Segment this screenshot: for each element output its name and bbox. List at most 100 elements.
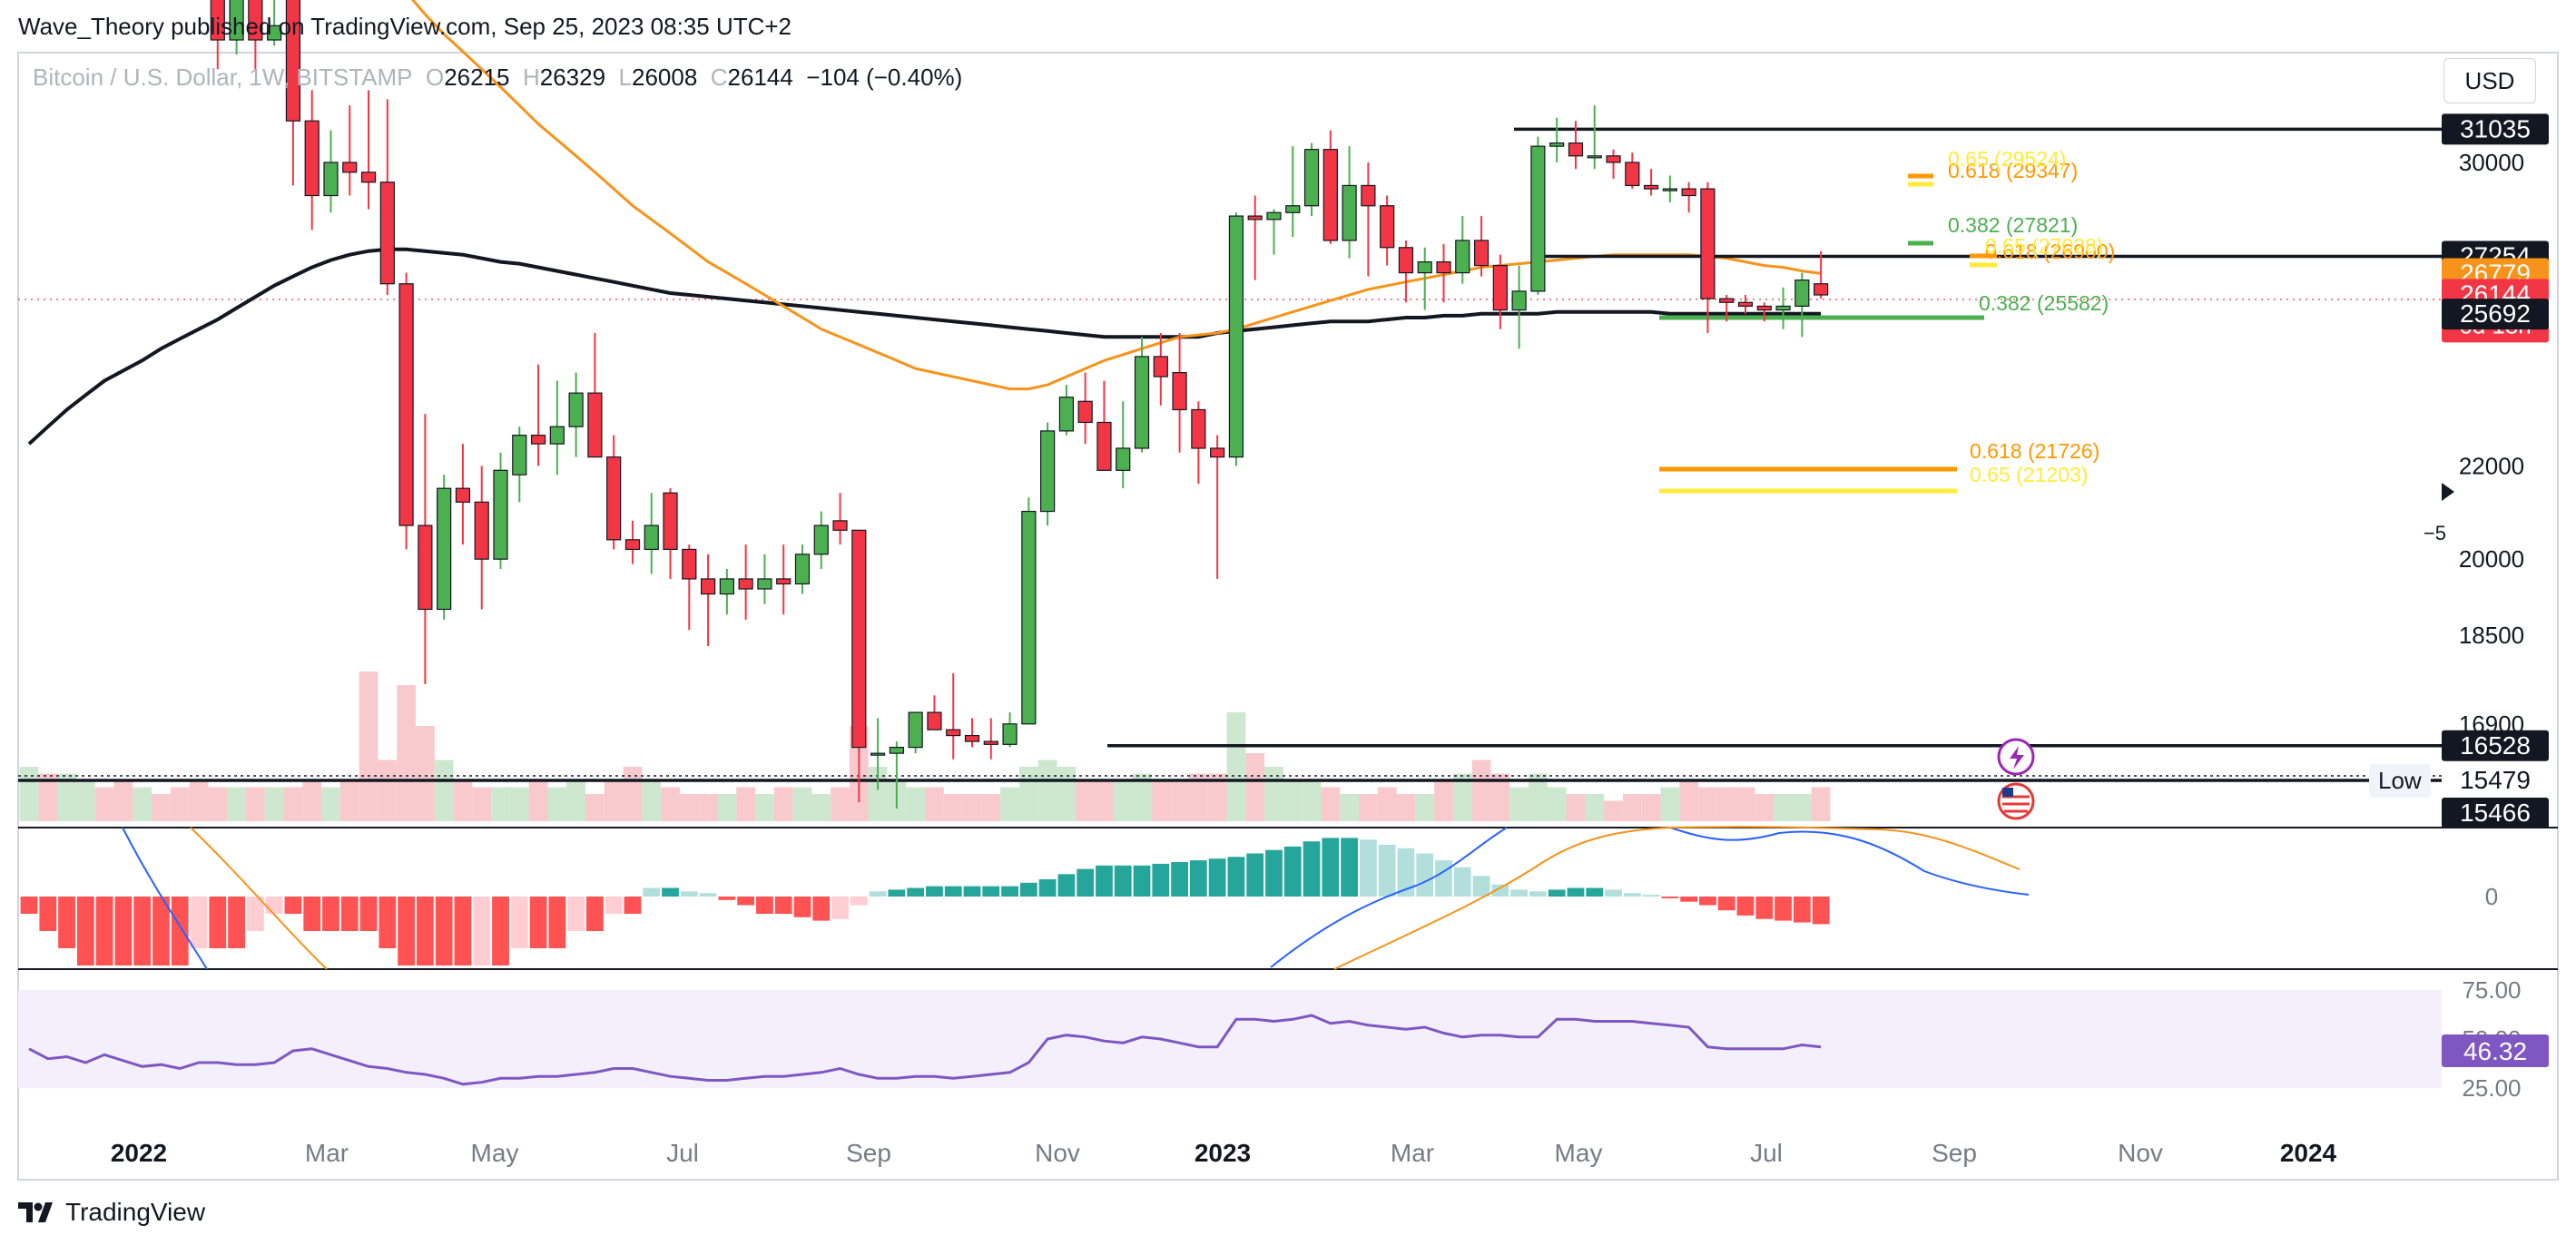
candle[interactable] xyxy=(1361,162,1376,277)
candle[interactable] xyxy=(1266,209,1282,255)
candle[interactable] xyxy=(1380,195,1395,266)
candle[interactable] xyxy=(587,332,603,458)
candle[interactable] xyxy=(1625,152,1640,190)
candle[interactable] xyxy=(1606,149,1621,180)
price-label-31035[interactable]: 31035 xyxy=(2442,113,2549,145)
candle[interactable] xyxy=(1417,247,1432,310)
candle[interactable] xyxy=(851,529,867,803)
candle[interactable] xyxy=(398,272,414,550)
candle[interactable] xyxy=(1172,332,1187,453)
candle[interactable] xyxy=(1643,169,1659,196)
price-label-15466[interactable]: 15466 xyxy=(2442,798,2549,828)
candle[interactable] xyxy=(1096,380,1112,471)
candle[interactable] xyxy=(379,99,395,296)
candle[interactable] xyxy=(568,372,584,457)
scroll-arrow-icon[interactable] xyxy=(2442,483,2454,501)
candle[interactable] xyxy=(624,520,641,564)
symbol-legend[interactable]: Bitcoin / U.S. Dollar, 1W, BITSTAMP O262… xyxy=(33,64,962,92)
candle[interactable] xyxy=(1681,181,1696,213)
candle[interactable] xyxy=(1303,142,1320,217)
candle[interactable] xyxy=(889,741,904,809)
candle[interactable] xyxy=(304,90,320,230)
rsi-current-label[interactable]: 46.32 xyxy=(2442,1034,2549,1067)
candle[interactable] xyxy=(738,544,753,620)
candle[interactable] xyxy=(1775,287,1791,329)
candle[interactable] xyxy=(682,544,697,631)
candlestick-series[interactable] xyxy=(23,0,1829,809)
candle[interactable] xyxy=(323,130,339,213)
candle[interactable] xyxy=(1473,216,1490,277)
price-label-25692[interactable]: 25692 xyxy=(2442,299,2549,330)
candle[interactable] xyxy=(794,544,811,594)
candle[interactable] xyxy=(832,493,848,545)
candle[interactable] xyxy=(1737,295,1754,314)
candle[interactable] xyxy=(983,718,998,760)
candle[interactable] xyxy=(644,493,659,574)
candle[interactable] xyxy=(870,718,886,790)
candle[interactable] xyxy=(1436,243,1451,303)
time-axis[interactable]: 2022 Mar May Jul Sep Nov 2023 Mar May Jul Sep Nov 20… xyxy=(111,1139,2337,1167)
candle[interactable] xyxy=(813,511,829,570)
candle[interactable] xyxy=(1040,422,1056,526)
candle[interactable] xyxy=(512,426,527,503)
price-label-15479[interactable]: 15479 xyxy=(2442,765,2549,796)
candle[interactable] xyxy=(1549,117,1565,162)
candle[interactable] xyxy=(1322,130,1338,244)
candle[interactable] xyxy=(1455,216,1470,284)
candle[interactable] xyxy=(1813,250,1829,299)
candle[interactable] xyxy=(1342,146,1357,259)
candle[interactable] xyxy=(1662,175,1677,202)
candle[interactable] xyxy=(1568,121,1584,170)
candle[interactable] xyxy=(1719,295,1735,322)
candle[interactable] xyxy=(964,718,980,748)
candle[interactable] xyxy=(285,0,301,186)
candle[interactable] xyxy=(248,0,263,70)
candle[interactable] xyxy=(1794,272,1810,338)
candle[interactable] xyxy=(927,695,942,730)
currency-button[interactable]: USD xyxy=(2443,58,2536,103)
candle[interactable] xyxy=(549,380,565,475)
price-label-16528[interactable]: 16528 xyxy=(2442,730,2549,761)
price-axis[interactable]: 3000022000200001850016900310352725426779… xyxy=(2424,113,2549,1102)
candle[interactable] xyxy=(455,444,471,545)
candle[interactable] xyxy=(418,414,433,684)
candle[interactable] xyxy=(342,105,358,196)
candle[interactable] xyxy=(1021,497,1037,725)
candle[interactable] xyxy=(1530,136,1546,296)
candle[interactable] xyxy=(267,0,282,46)
candle[interactable] xyxy=(493,452,508,570)
candle[interactable] xyxy=(908,711,923,754)
candle[interactable] xyxy=(530,364,546,466)
tradingview-brand[interactable]: TradingView xyxy=(18,1198,205,1227)
candle[interactable] xyxy=(1228,212,1244,466)
candle[interactable] xyxy=(1398,240,1414,303)
candle[interactable] xyxy=(1210,435,1225,579)
candle[interactable] xyxy=(606,435,622,550)
candle[interactable] xyxy=(1247,195,1263,280)
candle[interactable] xyxy=(663,488,678,579)
candle[interactable] xyxy=(1077,372,1093,445)
candle[interactable] xyxy=(474,466,489,610)
candle[interactable] xyxy=(1116,401,1131,489)
candle[interactable] xyxy=(360,90,377,210)
candle[interactable] xyxy=(946,672,961,760)
candle[interactable] xyxy=(1285,146,1301,238)
candle[interactable] xyxy=(1191,401,1206,485)
event-markers[interactable] xyxy=(1997,738,2035,820)
candle[interactable] xyxy=(1134,337,1150,453)
candle[interactable] xyxy=(210,0,225,70)
candle[interactable] xyxy=(1002,712,1018,748)
candle[interactable] xyxy=(1511,265,1527,349)
candle[interactable] xyxy=(1153,332,1168,406)
candle[interactable] xyxy=(1756,302,1772,322)
candle[interactable] xyxy=(1058,385,1075,436)
candle[interactable] xyxy=(1700,181,1716,333)
candle[interactable] xyxy=(757,554,772,604)
candle[interactable] xyxy=(1587,105,1602,170)
candle[interactable] xyxy=(229,0,244,54)
candle[interactable] xyxy=(1492,254,1508,329)
candle[interactable] xyxy=(437,475,452,620)
candle[interactable] xyxy=(776,544,791,615)
candle[interactable] xyxy=(719,569,734,615)
